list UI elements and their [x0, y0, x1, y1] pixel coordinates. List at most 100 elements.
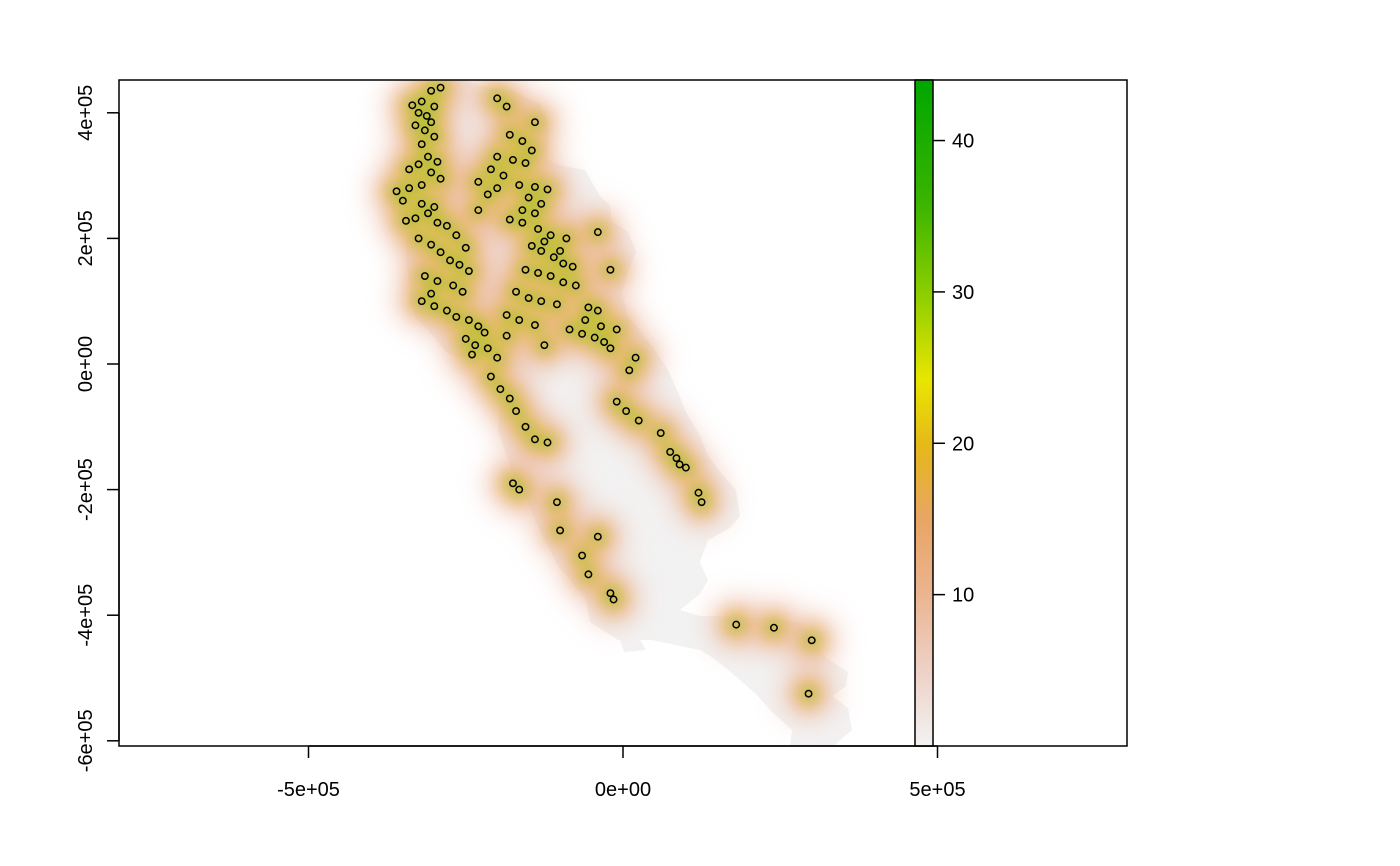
- data-point: [436, 174, 445, 183]
- points-layer: [392, 83, 816, 698]
- density-blob: [610, 395, 623, 408]
- density-blob: [554, 244, 567, 257]
- data-point: [430, 102, 439, 111]
- density-blob: [516, 216, 529, 229]
- data-point: [521, 265, 530, 274]
- density-blob: [412, 232, 425, 245]
- data-point: [505, 394, 514, 403]
- data-point: [502, 102, 511, 111]
- density-blob: [447, 279, 460, 292]
- density-blob: [582, 301, 595, 314]
- data-point: [656, 429, 665, 438]
- data-point: [581, 316, 590, 324]
- legend-tick-label: 20: [952, 433, 974, 455]
- density-blob: [500, 309, 513, 322]
- data-point: [622, 407, 631, 416]
- data-point: [427, 240, 436, 249]
- density-blob: [456, 285, 469, 298]
- density-blob: [525, 239, 538, 252]
- y-tick-label: 2e+05: [75, 210, 97, 266]
- data-point: [590, 333, 599, 342]
- data-point: [612, 325, 621, 334]
- density-blob: [576, 549, 589, 562]
- data-point: [521, 159, 530, 167]
- data-point: [449, 281, 458, 290]
- data-point: [417, 181, 426, 189]
- legend-tick-label: 10: [952, 585, 974, 607]
- data-point: [420, 126, 429, 135]
- density-blob: [591, 530, 604, 543]
- density-blob: [623, 364, 636, 377]
- data-point: [606, 589, 615, 598]
- density-blob: [519, 263, 532, 276]
- data-point: [505, 130, 514, 139]
- density-blob: [478, 326, 491, 339]
- density-blob: [497, 169, 510, 182]
- data-point: [392, 187, 401, 196]
- data-point: [408, 101, 417, 110]
- density-blob: [654, 427, 667, 440]
- density-blob: [767, 621, 780, 634]
- data-point: [427, 118, 436, 127]
- data-point: [474, 206, 483, 215]
- data-point: [527, 241, 536, 250]
- density-blob: [519, 157, 532, 170]
- data-point: [534, 225, 543, 233]
- x-tick-label: 0e+00: [595, 779, 651, 801]
- density-blob: [550, 496, 563, 509]
- data-point: [458, 287, 467, 296]
- data-point: [486, 372, 495, 381]
- density-blob: [692, 486, 705, 499]
- data-point: [666, 447, 675, 456]
- data-point: [546, 272, 555, 281]
- data-point: [524, 193, 533, 202]
- density-blob: [390, 185, 403, 198]
- data-point: [540, 341, 549, 350]
- density-blob: [535, 295, 548, 308]
- data-point: [634, 416, 643, 425]
- data-point: [593, 532, 602, 541]
- density-blob: [503, 213, 516, 226]
- data-point: [442, 306, 451, 315]
- data-point: [515, 316, 524, 324]
- data-point: [530, 118, 539, 127]
- density-blob: [541, 436, 554, 449]
- density-blob: [425, 287, 438, 300]
- data-point: [483, 344, 492, 353]
- data-point: [600, 338, 609, 346]
- map-layer: [370, 80, 852, 746]
- y-tick-label: -2e+05: [75, 458, 97, 521]
- y-axis: -6e+05 -4e+05 -2e+05 0e+00 2e+05 4e+05: [75, 85, 120, 772]
- data-point: [524, 294, 533, 303]
- data-point: [442, 221, 451, 230]
- density-blob: [491, 92, 504, 105]
- data-point: [483, 190, 492, 199]
- density-blob: [610, 323, 623, 336]
- data-point: [414, 160, 423, 169]
- data-point: [518, 206, 527, 215]
- density-blob: [484, 163, 497, 176]
- density-blob: [538, 339, 551, 352]
- density-blob: [409, 119, 422, 132]
- density-blob: [528, 180, 541, 193]
- data-point: [430, 132, 439, 141]
- y-tick-label: 4e+05: [75, 85, 97, 141]
- data-point: [804, 689, 813, 698]
- data-point: [540, 237, 549, 246]
- density-blob: [450, 310, 463, 323]
- data-point: [480, 328, 489, 337]
- data-point: [414, 234, 423, 243]
- data-point: [464, 316, 473, 324]
- density-blob: [491, 351, 504, 364]
- x-tick-label: -5e+05: [277, 779, 340, 801]
- density-blob: [503, 392, 516, 405]
- data-point: [474, 322, 483, 331]
- data-point: [427, 168, 436, 177]
- data-point: [417, 140, 426, 149]
- data-point: [430, 302, 439, 311]
- data-point: [502, 311, 511, 319]
- density-blob: [453, 258, 466, 271]
- data-point: [606, 265, 615, 274]
- density-blob: [500, 100, 513, 113]
